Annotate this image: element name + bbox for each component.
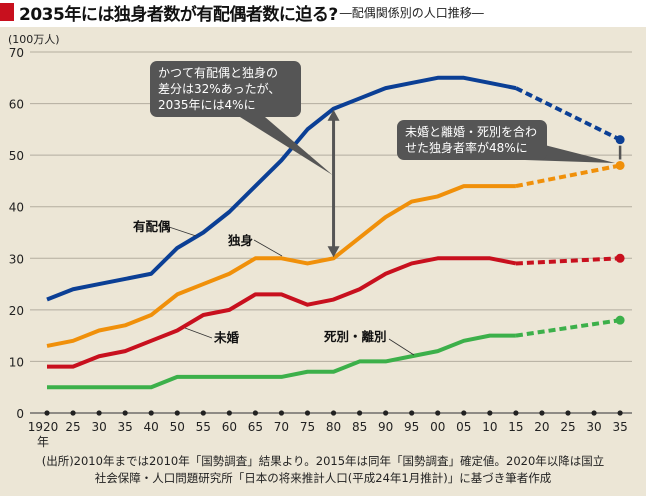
- x-tick-label: 35: [612, 420, 627, 434]
- y-tick-label: 0: [16, 407, 24, 421]
- x-tick-label: 25: [560, 420, 575, 434]
- x-tick-label: 60: [222, 420, 237, 434]
- x-tick-label: 85: [352, 420, 367, 434]
- x-tick-dot: [409, 410, 415, 416]
- title-sub: ―配偶関係別の人口推移―: [339, 5, 484, 20]
- projection-point: [615, 315, 625, 325]
- x-tick-dot: [565, 410, 571, 416]
- x-tick-label: 80: [326, 420, 341, 434]
- arrow-head-down: [327, 246, 340, 258]
- x-tick-dot: [617, 410, 623, 416]
- projection-point: [615, 135, 625, 145]
- x-tick-label: 30: [91, 420, 106, 434]
- x-tick-label: 15: [508, 420, 523, 434]
- x-tick-label: 75: [300, 420, 315, 434]
- series-label: 独身: [227, 233, 254, 248]
- y-tick-label: 10: [9, 355, 24, 369]
- x-tick-label: 70: [274, 420, 289, 434]
- projection-point: [615, 160, 625, 170]
- x-tick-dot: [252, 410, 258, 416]
- x-tick-dot: [461, 410, 467, 416]
- series-label: 未婚: [213, 330, 240, 345]
- projection-line: [515, 256, 621, 266]
- series-line: [47, 256, 517, 369]
- x-tick-label: 90: [378, 420, 393, 434]
- y-tick-label: 60: [9, 98, 24, 112]
- title-marker: [0, 3, 14, 21]
- x-tick-label: 40: [144, 420, 159, 434]
- x-tick-label: 30: [586, 420, 601, 434]
- x-axis-unit: 年: [37, 435, 49, 449]
- label-leader: [162, 224, 197, 237]
- series-label: 死別・離別: [323, 329, 387, 344]
- x-tick-dot: [435, 410, 441, 416]
- x-tick-dot: [148, 410, 154, 416]
- title-main: 2035年には独身者数が有配偶者数に迫る?: [19, 4, 338, 25]
- projection-point: [615, 253, 625, 263]
- callout-gap: かつて有配偶と独身の 差分は32%あったが、 2035年には4%に: [150, 61, 301, 117]
- x-tick-label: 25: [65, 420, 80, 434]
- series-label: 有配偶: [133, 219, 171, 234]
- y-tick-label: 50: [9, 149, 24, 163]
- y-tick-label: 20: [9, 304, 24, 318]
- x-tick-label: 00: [430, 420, 445, 434]
- x-tick-label: 50: [170, 420, 185, 434]
- y-tick-label: 70: [9, 46, 24, 60]
- chart-title: 2035年には独身者数が有配偶者数に迫る? ―配偶関係別の人口推移―: [0, 0, 484, 25]
- callout-pointer: [240, 117, 333, 175]
- projection-line: [515, 318, 621, 338]
- x-tick-dot: [539, 410, 545, 416]
- x-tick-label: 55: [196, 420, 211, 434]
- callout-gap-text: かつて有配偶と独身の 差分は32%あったが、 2035年には4%に: [158, 66, 281, 112]
- y-tick-label: 30: [9, 252, 24, 266]
- label-leader: [253, 239, 283, 257]
- y-tick-label: 40: [9, 201, 24, 215]
- callout-pointer-2: [525, 140, 616, 163]
- x-tick-dot: [304, 410, 311, 416]
- x-tick-dot: [330, 410, 337, 416]
- x-tick-dot: [278, 410, 285, 416]
- source-note: (出所)2010年までは2010年「国勢調査」結果より。2015年は同年「国勢調…: [0, 453, 646, 487]
- x-tick-dot: [357, 410, 363, 416]
- label-leader: [184, 327, 213, 339]
- projection-line: [515, 163, 621, 189]
- series-line: [46, 75, 517, 302]
- callout-single-rate-text: 未婚と離婚・死別を合わ せた独身者率が48%に: [405, 125, 538, 155]
- x-tick-dot: [200, 410, 206, 416]
- x-tick-label: 1920: [28, 420, 59, 434]
- x-tick-label: 65: [248, 420, 263, 434]
- series-line: [47, 333, 516, 390]
- x-tick-dot: [591, 410, 597, 416]
- x-tick-dot: [174, 410, 180, 416]
- x-tick-dot: [513, 410, 519, 416]
- x-tick-dot: [44, 410, 50, 416]
- arrow-head-up: [327, 109, 340, 121]
- projection-line: [515, 86, 621, 142]
- x-tick-dot: [226, 410, 232, 416]
- x-tick-dot: [70, 410, 76, 416]
- source-line-2: 社会保障・人口問題研究所「日本の将来推計人口(平成24年1月推計)」に基づき筆者…: [94, 471, 552, 485]
- series-line: [46, 184, 516, 348]
- x-tick-label: 10: [482, 420, 497, 434]
- x-tick-label: 35: [118, 420, 133, 434]
- label-leader: [388, 338, 415, 356]
- x-tick-label: 95: [404, 420, 419, 434]
- callout-single-rate: 未婚と離婚・死別を合わ せた独身者率が48%に: [397, 120, 547, 160]
- x-tick-dot: [487, 410, 493, 416]
- x-tick-dot: [96, 410, 102, 416]
- x-tick-dot: [383, 410, 389, 416]
- x-tick-dot: [122, 410, 128, 416]
- y-axis-unit: (100万人): [8, 33, 60, 46]
- x-tick-label: 05: [456, 420, 471, 434]
- x-tick-label: 20: [534, 420, 549, 434]
- source-line-1: (出所)2010年までは2010年「国勢調査」結果より。2015年は同年「国勢調…: [41, 454, 605, 468]
